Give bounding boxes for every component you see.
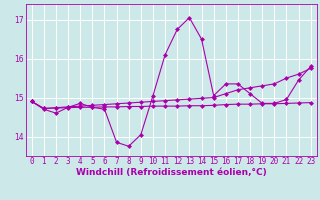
X-axis label: Windchill (Refroidissement éolien,°C): Windchill (Refroidissement éolien,°C) [76,168,267,177]
